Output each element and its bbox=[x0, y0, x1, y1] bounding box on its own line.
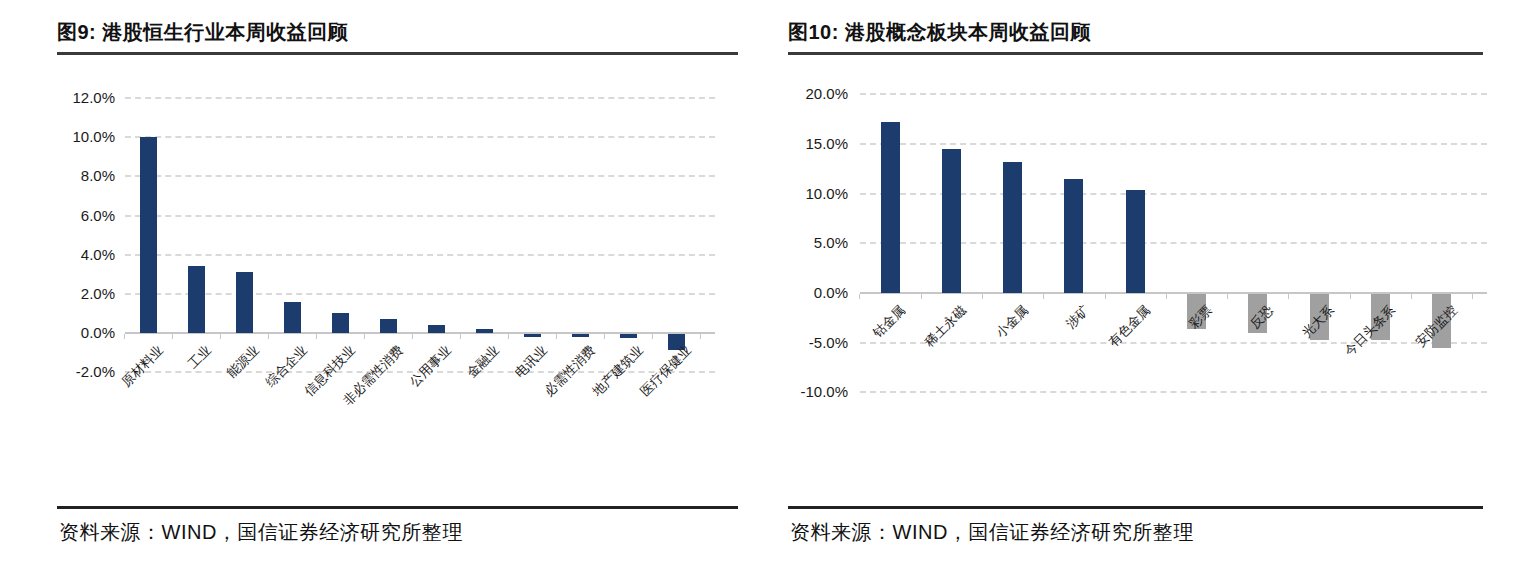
source-note: 资料来源：WIND，国信证券经济研究所整理 bbox=[59, 519, 463, 546]
gridline bbox=[125, 136, 715, 138]
bar-金融业 bbox=[476, 329, 493, 333]
figure-panel-hs-industry: 图9: 港股恒生行业本周收益回顾 12.0%10.0%8.0%6.0%4.0%2… bbox=[57, 0, 738, 564]
axis-tick bbox=[1227, 294, 1228, 299]
y-axis-tick-label: 0.0% bbox=[814, 284, 848, 302]
y-axis-tick-label: 10.0% bbox=[805, 185, 848, 203]
axis-tick bbox=[1105, 294, 1106, 299]
gridline bbox=[125, 254, 715, 256]
gridline bbox=[860, 342, 1487, 344]
bar-电讯业 bbox=[524, 334, 541, 337]
y-axis-tick-label: 10.0% bbox=[72, 128, 115, 146]
report-figure-page: 图9: 港股恒生行业本周收益回顾 12.0%10.0%8.0%6.0%4.0%2… bbox=[0, 0, 1519, 564]
axis-tick bbox=[604, 334, 605, 339]
gridline bbox=[125, 215, 715, 217]
gridline bbox=[125, 293, 715, 295]
y-axis-tick-label: 15.0% bbox=[805, 135, 848, 153]
x-axis-category-label: 工业 bbox=[186, 343, 214, 371]
bar-钴金属 bbox=[881, 122, 900, 293]
y-axis-tick-label: 2.0% bbox=[81, 285, 115, 303]
axis-tick bbox=[172, 334, 173, 339]
x-axis-category-label: 原材料业 bbox=[119, 343, 166, 390]
x-axis-category-label: 能源业 bbox=[224, 343, 261, 380]
gridline bbox=[860, 391, 1487, 393]
x-axis-category-label: 涉矿 bbox=[1064, 303, 1092, 331]
axis-tick bbox=[859, 294, 860, 299]
x-axis-category-label: 电讯业 bbox=[512, 343, 549, 380]
axis-tick bbox=[268, 334, 269, 339]
axis-tick bbox=[1350, 294, 1351, 299]
axis-tick bbox=[460, 334, 461, 339]
bar-非必需性消费 bbox=[380, 319, 397, 333]
source-rule bbox=[57, 506, 738, 509]
bar-涉矿 bbox=[1064, 179, 1083, 293]
axis-tick bbox=[921, 294, 922, 299]
x-axis-category-label: 钴金属 bbox=[870, 303, 907, 340]
gridline bbox=[860, 93, 1487, 95]
y-axis-tick-label: -5.0% bbox=[809, 334, 848, 352]
axis-tick bbox=[1472, 294, 1473, 299]
source-note: 资料来源：WIND，国信证券经济研究所整理 bbox=[790, 519, 1194, 546]
bar-地产建筑业 bbox=[620, 334, 637, 338]
axis-tick bbox=[652, 334, 653, 339]
x-axis-category-label: 公用事业 bbox=[407, 343, 454, 390]
y-axis-tick-label: -10.0% bbox=[800, 383, 848, 401]
bar-原材料业 bbox=[140, 137, 157, 333]
y-axis-tick-label: 8.0% bbox=[81, 167, 115, 185]
axis-tick bbox=[982, 294, 983, 299]
bar-公用事业 bbox=[428, 325, 445, 333]
axis-tick bbox=[1043, 294, 1044, 299]
axis-tick bbox=[700, 334, 701, 339]
concept-sector-bar-chart: 20.0%15.0%10.0%5.0%0.0%-5.0%-10.0%钴金属稀土永… bbox=[788, 0, 1483, 510]
axis-tick bbox=[316, 334, 317, 339]
bar-必需性消费 bbox=[572, 334, 589, 337]
bar-工业 bbox=[188, 266, 205, 333]
bar-稀土永磁 bbox=[942, 149, 961, 293]
hs-industry-bar-chart: 12.0% 10.0% 8.0% 6.0% 4.0% 2.0% 0.0% -2.0%原材料业工… bbox=[57, 0, 738, 510]
gridline bbox=[860, 143, 1487, 145]
y-axis-tick-label: 6.0% bbox=[81, 207, 115, 225]
axis-tick bbox=[124, 334, 125, 339]
axis-tick bbox=[556, 334, 557, 339]
axis-tick bbox=[364, 334, 365, 339]
gridline bbox=[125, 175, 715, 177]
bar-信息科技业 bbox=[332, 313, 349, 333]
axis-tick bbox=[1166, 294, 1167, 299]
axis-tick bbox=[1288, 294, 1289, 299]
y-axis-tick-label: -2.0% bbox=[76, 363, 115, 381]
bar-小金属 bbox=[1003, 162, 1022, 293]
y-axis-tick-label: 0.0% bbox=[81, 324, 115, 342]
y-axis-tick-label: 4.0% bbox=[81, 246, 115, 264]
figure-panel-concept-sector: 图10: 港股概念板块本周收益回顾 20.0%15.0%10.0%5.0%0.0… bbox=[788, 0, 1483, 564]
x-axis-category-label: 金融业 bbox=[464, 343, 501, 380]
bar-综合企业 bbox=[284, 302, 301, 333]
source-rule bbox=[788, 506, 1483, 509]
x-axis-category-label: 小金属 bbox=[993, 303, 1030, 340]
axis-tick bbox=[220, 334, 221, 339]
x-axis-category-label: 综合企业 bbox=[263, 343, 310, 390]
axis-tick bbox=[412, 334, 413, 339]
axis-tick bbox=[1411, 294, 1412, 299]
axis-tick bbox=[508, 334, 509, 339]
y-axis-tick-label: 12.0% bbox=[72, 89, 115, 107]
y-axis-tick-label: 20.0% bbox=[805, 85, 848, 103]
y-axis-tick-label: 5.0% bbox=[814, 234, 848, 252]
bar-有色金属 bbox=[1126, 190, 1145, 293]
gridline bbox=[125, 97, 715, 99]
bar-能源业 bbox=[236, 272, 253, 333]
